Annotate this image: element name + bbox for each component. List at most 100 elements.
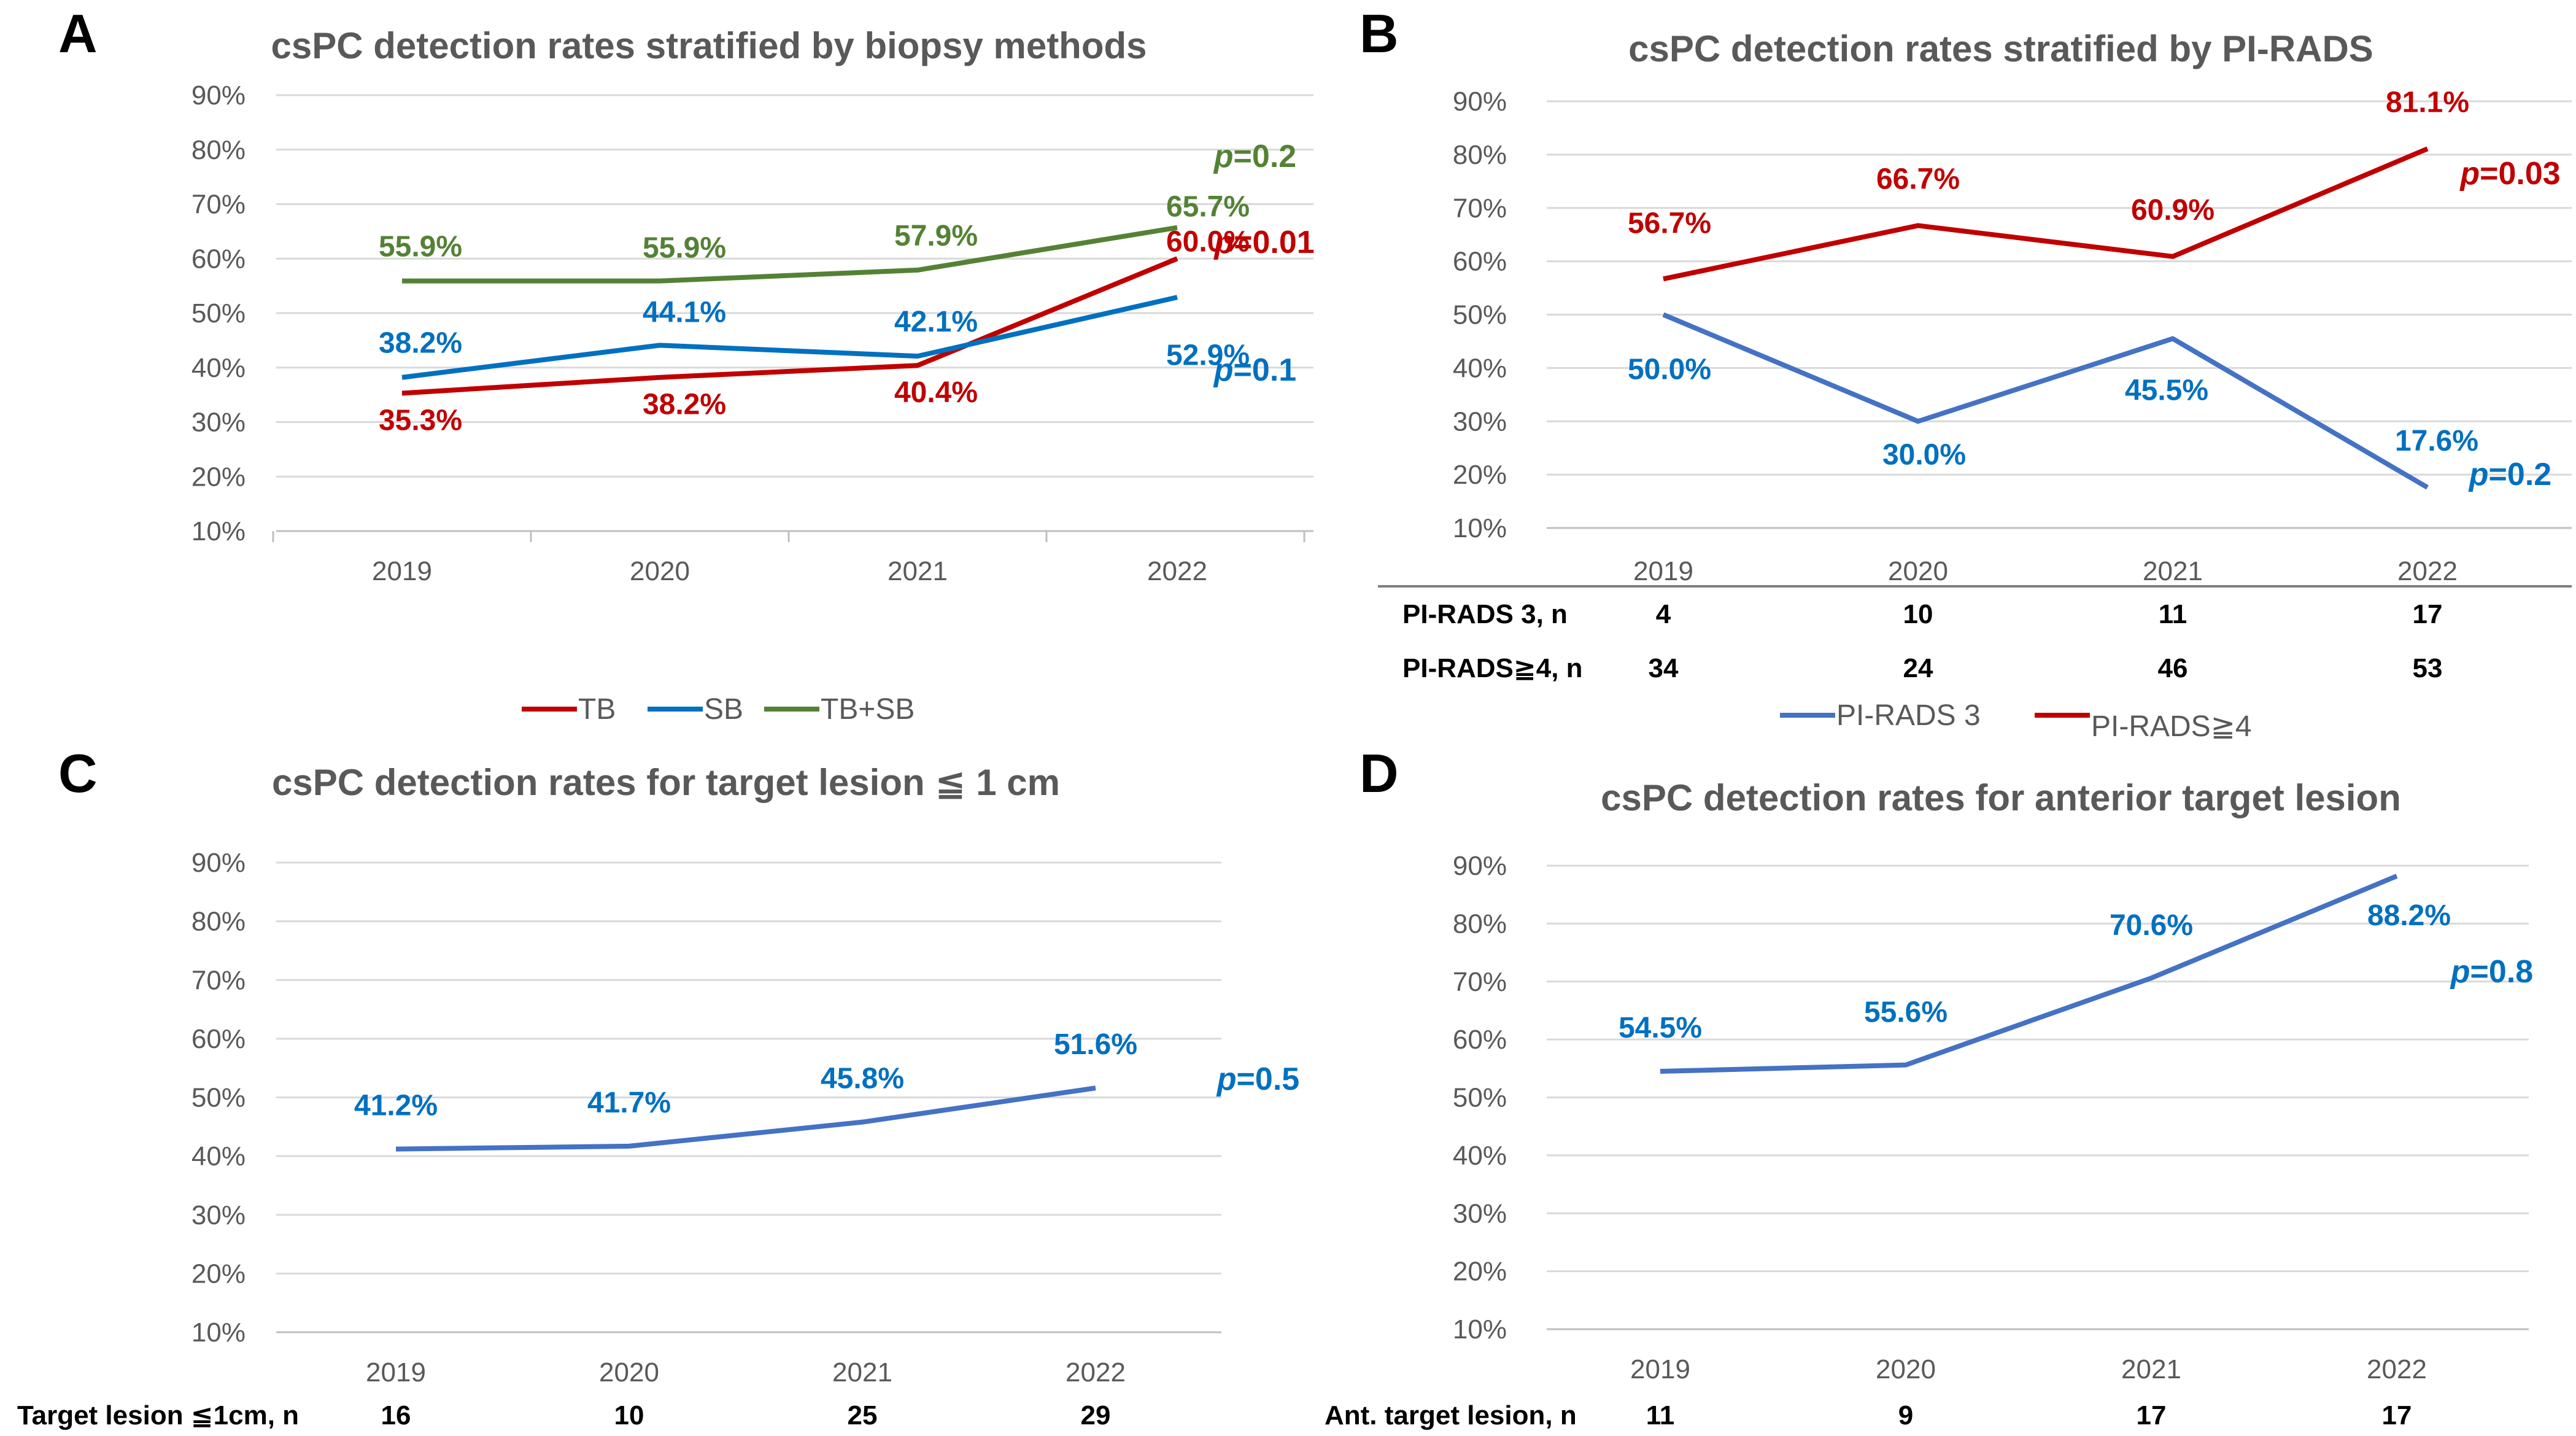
panel-c-ytick: 90% — [191, 848, 246, 878]
panel-a-xtick: 2022 — [1147, 556, 1207, 586]
panel-b-table-label: PI-RADS≧4, n — [1402, 653, 1583, 683]
panel-b-data-label: 50.0% — [1628, 354, 1711, 386]
panel-a-p-value: p=0.2 — [1213, 139, 1296, 174]
panel-a-data-label: 38.2% — [379, 327, 462, 360]
panel-c-ytick: 80% — [191, 907, 246, 937]
panel-a-ytick: 40% — [191, 353, 246, 383]
panel-a-p-value: p=0.01 — [1213, 225, 1314, 260]
panel-a-data-label: 65.7% — [1166, 191, 1250, 223]
panel-b-ytick: 40% — [1453, 353, 1507, 383]
panel-a-ytick: 30% — [191, 408, 246, 438]
panel-b-ytick: 10% — [1453, 513, 1507, 543]
panel-b-legend-label: PI-RADS≧4 — [2091, 710, 2252, 743]
panel-c-xtick: 2022 — [1066, 1357, 1126, 1387]
panel-c-data-label: 41.7% — [587, 1087, 671, 1119]
panel-c-ytick: 50% — [191, 1083, 246, 1113]
panel-d-ytick: 60% — [1453, 1025, 1507, 1055]
panel-a-ytick: 70% — [191, 190, 246, 220]
panel-b-table-cell: 24 — [1903, 653, 1933, 683]
panel-a-xtick: 2021 — [888, 556, 948, 586]
panel-a-data-label: 42.1% — [894, 306, 978, 338]
panel-b-legend-label: PI-RADS 3 — [1836, 699, 1981, 732]
panel-a-legend-label: SB — [704, 693, 743, 726]
panel-c-xtick: 2021 — [832, 1357, 892, 1387]
panel-b-ytick: 70% — [1453, 193, 1507, 223]
panel-d-ytick: 50% — [1453, 1083, 1507, 1113]
p-number: =0.01 — [1234, 225, 1315, 260]
panel-d-ytick: 70% — [1453, 967, 1507, 997]
panel-a-data-label: 55.9% — [379, 231, 462, 263]
panel-b-data-label: 17.6% — [2395, 425, 2478, 457]
panel-a-ytick: 10% — [191, 516, 246, 546]
panel-a-series-line — [402, 225, 1178, 284]
panel-d-table-cell: 17 — [2137, 1400, 2167, 1430]
panel-b-table-cell: 53 — [2413, 653, 2443, 683]
panel-d-ytick: 30% — [1453, 1198, 1507, 1228]
panel-c-ytick: 40% — [191, 1141, 246, 1171]
panel-b-table-cell: 34 — [1649, 653, 1679, 683]
panel-d-table-label: Ant. target lesion, n — [1325, 1400, 1577, 1430]
panel-c-p-value: p=0.5 — [1216, 1061, 1299, 1097]
p-number: =0.2 — [1234, 139, 1297, 174]
panel-a-data-label: 57.9% — [894, 220, 978, 252]
panel-a-ytick: 50% — [191, 298, 246, 328]
panel-d-xtick: 2020 — [1876, 1354, 1936, 1384]
panel-a-series-line — [401, 295, 1178, 380]
panel-b-data-label: 66.7% — [1876, 163, 1960, 195]
panel-d-data-label: 54.5% — [1619, 1012, 1702, 1044]
panel-a-ytick: 80% — [191, 135, 246, 165]
panel-a-title: csPC detection rates stratified by biops… — [271, 25, 1147, 66]
panel-c-title: csPC detection rates for target lesion ≦… — [272, 762, 1060, 803]
panel-c-letter: C — [58, 743, 98, 804]
panel-d-p-value: p=0.8 — [2450, 954, 2533, 990]
p-number: =0.2 — [2489, 457, 2552, 492]
panel-d-table-cell: 17 — [2382, 1400, 2412, 1430]
panel-a-xtick: 2020 — [630, 556, 690, 586]
panel-b-data-label: 56.7% — [1628, 207, 1711, 239]
panel-c-xtick: 2020 — [599, 1357, 659, 1387]
panel-a-xtick: 2019 — [372, 556, 432, 586]
panel-a-ytick: 20% — [191, 462, 246, 492]
panel-b-ytick: 50% — [1453, 300, 1507, 330]
panel-c-table-cell: 16 — [381, 1400, 411, 1430]
panel-a-ytick: 60% — [191, 244, 246, 274]
panel-a-data-label: 35.3% — [379, 404, 462, 437]
panel-b-letter: B — [1360, 3, 1399, 64]
p-symbol: p — [1213, 139, 1234, 174]
panel-d-xtick: 2022 — [2367, 1354, 2427, 1384]
panel-b-table-cell: 10 — [1903, 599, 1933, 629]
panel-d-ytick: 90% — [1453, 851, 1507, 881]
panel-c-table-cell: 10 — [614, 1400, 644, 1430]
panel-a-data-label: 60.0% — [1166, 225, 1250, 258]
panel-d-xtick: 2019 — [1630, 1354, 1690, 1384]
panel-a-data-label: 38.2% — [643, 389, 726, 421]
panel-d-plot: 10% 20% 30% 40% 50% 60% 70% 80% 90% 2019 2020 2021 2… — [1325, 851, 2533, 1430]
panel-d-title: csPC detection rates for anterior target… — [1601, 777, 2401, 818]
panel-b-data-label: 45.5% — [2125, 375, 2208, 407]
panel-d-ytick: 10% — [1453, 1314, 1507, 1345]
panel-d-table-cell: 9 — [1898, 1400, 1913, 1430]
panel-c-ytick: 60% — [191, 1024, 246, 1054]
panel-c-ytick: 70% — [191, 965, 246, 995]
panel-b-plot: 10% 20% 30% 40% 50% 60% 70% 80% 90% 2019 2020 2021 2… — [1402, 86, 2572, 743]
panel-b-p-value: p=0.2 — [2468, 457, 2551, 492]
panel-b-table-cell: 4 — [1656, 599, 1671, 629]
panel-b-data-label: 60.9% — [2131, 194, 2214, 227]
panel-d-data-label: 88.2% — [2367, 899, 2451, 932]
panel-c-ytick: 10% — [191, 1318, 246, 1348]
panel-b-ytick: 90% — [1453, 87, 1507, 117]
panel-b-table-cell: 17 — [2413, 599, 2443, 629]
panel-b-table-cell: 46 — [2158, 653, 2188, 683]
p-symbol: p — [1213, 225, 1234, 260]
panel-d-ytick: 20% — [1453, 1257, 1507, 1287]
panel-b-series-line — [1662, 312, 2429, 490]
p-number: =0.8 — [2470, 954, 2534, 990]
panel-c-data-label: 45.8% — [821, 1063, 904, 1095]
panel-a-series-line — [401, 256, 1178, 396]
panel-c-table-cell: 29 — [1081, 1400, 1111, 1430]
p-symbol: p — [2450, 954, 2470, 990]
panel-a-plot: 10% 20% 30% 40% 50% 60% 70% 80% 90% 2019 2020 2021 2… — [191, 80, 1315, 726]
panel-a-data-label: 44.1% — [643, 296, 726, 328]
panel-c-ytick: 30% — [191, 1200, 246, 1230]
